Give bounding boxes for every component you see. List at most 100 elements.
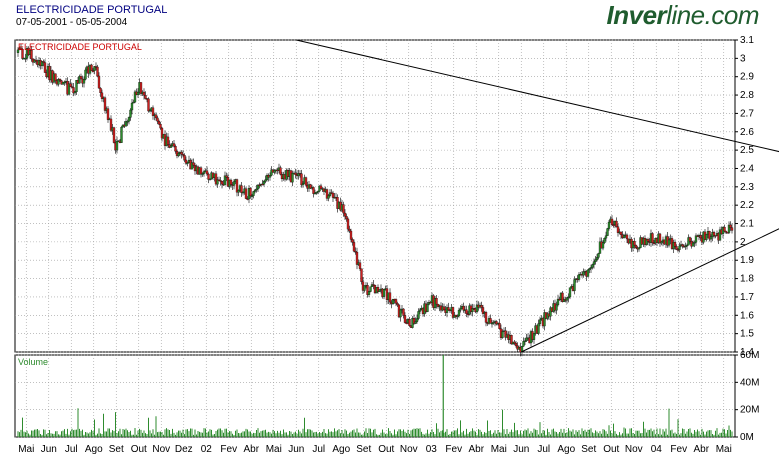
candle-body	[625, 234, 629, 240]
time-tick-label: Set	[356, 444, 371, 455]
volume-tick-label: 40M	[740, 377, 759, 388]
candle-body	[202, 171, 206, 174]
candle-body	[21, 49, 24, 59]
candle-body	[714, 235, 717, 237]
time-tick-label: Out	[131, 444, 147, 455]
candle-body	[610, 218, 614, 225]
candle-body	[93, 66, 96, 71]
time-tick-label: Jul	[65, 444, 78, 455]
candle-body	[301, 183, 305, 186]
candle-body	[730, 227, 734, 231]
candle-body	[147, 98, 150, 112]
candle-body	[612, 224, 615, 226]
candle-body	[229, 179, 233, 185]
candle-body	[351, 239, 354, 243]
candle-body	[358, 262, 362, 269]
candle-body	[658, 233, 662, 244]
volume-panel	[14, 354, 736, 438]
candle-body	[90, 64, 93, 71]
candle-body	[273, 170, 276, 173]
volume-layer	[17, 355, 733, 437]
candle-body	[498, 322, 501, 329]
candle-body	[651, 233, 654, 243]
candle-body	[691, 242, 695, 247]
candle-body	[115, 140, 119, 151]
candle-body	[342, 204, 345, 214]
candle-body	[525, 337, 528, 342]
candle-body	[490, 322, 494, 325]
candle-body	[480, 305, 483, 308]
candle-body	[504, 330, 507, 338]
candle-body	[484, 312, 488, 323]
logo-text-part1: Inver	[606, 0, 667, 30]
candle-body	[378, 289, 381, 292]
candle-body	[127, 117, 131, 122]
time-tick-label: Fev	[220, 444, 237, 455]
price-tick-label: 2.3	[740, 182, 754, 193]
candle-body	[148, 110, 152, 112]
candle-body	[225, 175, 228, 178]
candle-body	[354, 251, 357, 253]
candle-body	[237, 190, 240, 193]
price-tick-label: 1.5	[740, 329, 754, 340]
candle-body	[709, 236, 713, 240]
candle-body	[376, 287, 380, 292]
time-tick-label: Ago	[85, 444, 103, 455]
price-tick-label: 2.4	[740, 163, 754, 174]
price-tick-label: 1.7	[740, 292, 754, 303]
candle-body	[492, 322, 495, 324]
candle-layer	[16, 43, 734, 357]
price-tick-label: 1.4	[740, 347, 754, 358]
candle-body	[99, 87, 102, 94]
candle-body	[685, 244, 689, 247]
candle-body	[451, 307, 455, 318]
candle-body	[261, 183, 264, 186]
candle-body	[214, 173, 218, 185]
candle-body	[232, 181, 236, 186]
candle-body	[465, 309, 468, 314]
candle-body	[151, 107, 155, 116]
time-tick-label: Jul	[537, 444, 550, 455]
price-tick-label: 1.9	[740, 255, 754, 266]
candle-body	[154, 114, 158, 119]
candle-body	[456, 315, 459, 318]
inverline-logo[interactable]: Inverline.com	[606, 0, 760, 31]
candle-body	[567, 296, 570, 299]
candle-body	[588, 268, 591, 271]
candle-body	[604, 235, 608, 239]
trendline	[296, 39, 779, 153]
trendline-layer	[296, 39, 779, 353]
candle-body	[328, 192, 332, 196]
candle-body	[346, 218, 350, 230]
candle-body	[726, 232, 729, 234]
candle-body	[268, 175, 272, 178]
candle-body	[417, 311, 420, 319]
time-tick-label: Abr	[693, 444, 709, 455]
candle-body	[403, 315, 407, 323]
candle-body	[394, 299, 398, 304]
candle-body	[180, 152, 183, 155]
candle-body	[459, 308, 462, 311]
price-tick-label: 2	[740, 237, 746, 248]
candle-body	[532, 333, 536, 340]
candle-body	[436, 303, 440, 307]
candle-body	[144, 95, 147, 99]
candle-body	[253, 189, 257, 192]
time-tick-label: Mai	[18, 444, 34, 455]
candle-body	[673, 241, 677, 247]
candle-body	[556, 298, 560, 306]
candle-body	[129, 109, 132, 118]
candle-body	[606, 228, 609, 236]
candle-body	[262, 181, 266, 185]
candle-body	[367, 291, 371, 295]
price-tick-label: 2.9	[740, 72, 754, 83]
candle-body	[186, 162, 189, 164]
candle-body	[457, 309, 461, 317]
time-tick-label: Fev	[670, 444, 687, 455]
time-tick-label: 02	[201, 444, 213, 455]
candle-body	[96, 66, 99, 77]
candle-body	[54, 73, 57, 81]
volume-panel-label: Volume	[18, 357, 48, 367]
candle-body	[634, 244, 638, 249]
candle-body	[489, 318, 492, 324]
